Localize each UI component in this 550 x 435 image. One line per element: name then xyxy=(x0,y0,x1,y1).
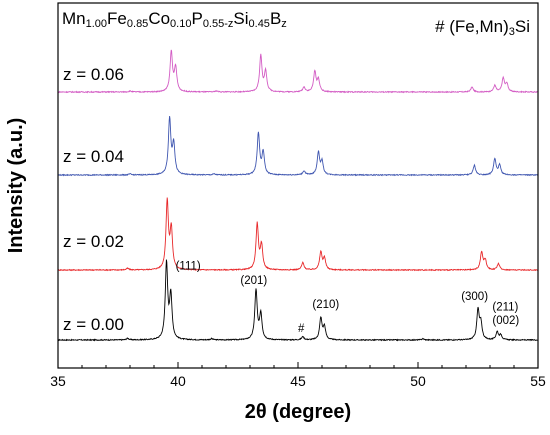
series-label-3: z = 0.06 xyxy=(63,65,124,84)
series-layer: z = 0.00 z = 0.02 z = 0.04 z = 0.06 xyxy=(57,49,539,342)
series-label-0: z = 0.00 xyxy=(63,315,124,334)
x-tick-label: 45 xyxy=(290,373,306,389)
x-tick-label: 35 xyxy=(50,373,66,389)
label-layer: (111) (201) (210) (300) (211) (002) # xyxy=(176,261,520,335)
series-line-0 xyxy=(57,259,539,342)
peak-annotation: (211) xyxy=(492,301,518,313)
series-line-2 xyxy=(57,115,539,177)
phase-legend-note: # (Fe,Mn)3Si xyxy=(435,17,530,38)
x-tick-label: 50 xyxy=(410,373,426,389)
peak-annotation: (201) xyxy=(240,275,267,287)
peak-annotation: (111) xyxy=(176,261,201,273)
plot-frame xyxy=(57,2,539,369)
peak-annotation: (300) xyxy=(461,291,488,303)
series-label-2: z = 0.04 xyxy=(63,147,124,166)
series-line-3 xyxy=(57,49,539,94)
x-axis-ticks: 35 40 45 50 55 xyxy=(50,362,546,389)
x-tick-label: 40 xyxy=(170,373,186,389)
chart-title: Mn1.00Fe0.85Co0.10P0.55-zSi0.45Bz xyxy=(62,9,287,30)
x-axis-title: 2θ (degree) xyxy=(245,401,351,423)
series-label-1: z = 0.02 xyxy=(63,232,124,251)
peak-annotation: (210) xyxy=(312,299,339,311)
x-tick-label: 55 xyxy=(530,373,546,389)
peak-annotation: (002) xyxy=(492,315,519,327)
series-line-1 xyxy=(57,197,539,272)
impurity-marker: # xyxy=(298,323,305,335)
y-axis-title: Intensity (a.u.) xyxy=(5,118,27,254)
